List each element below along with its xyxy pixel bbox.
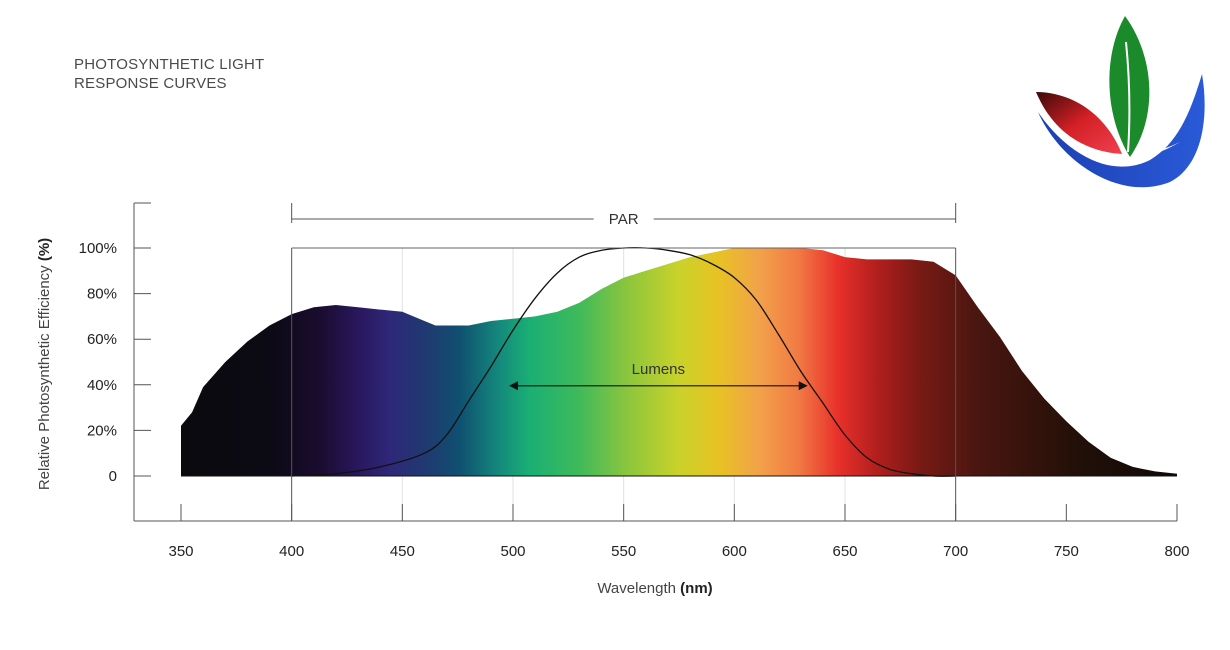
chart-title-line-2: RESPONSE CURVES xyxy=(74,75,227,92)
x-tick-label-400: 400 xyxy=(279,543,304,560)
leaf-logo xyxy=(1036,16,1205,188)
y-tick-label-20: 20% xyxy=(87,422,117,439)
x-tick-label-650: 650 xyxy=(832,543,857,560)
y-tick-label-80: 80% xyxy=(87,286,117,303)
x-axis-title-main: Wavelength xyxy=(597,580,680,597)
y-tick-label-100: 100% xyxy=(79,240,117,257)
y-tick-label-0: 0 xyxy=(109,468,117,485)
x-tick-label-800: 800 xyxy=(1164,543,1189,560)
y-axis-title-main: Relative Photosynthetic Efficiency xyxy=(36,261,53,490)
annotation-layer: PAR Lumens xyxy=(291,203,957,521)
y-axis-title-unit: (%) xyxy=(36,238,53,261)
x-tick-label-550: 550 xyxy=(611,543,636,560)
chart-title-line-1: PHOTOSYNTHETIC LIGHT xyxy=(74,56,265,73)
x-tick-label-600: 600 xyxy=(722,543,747,560)
x-tick-label-350: 350 xyxy=(168,543,193,560)
axes-layer xyxy=(133,202,1178,522)
area-layer xyxy=(181,247,1177,477)
x-tick-label-750: 750 xyxy=(1054,543,1079,560)
spectrum-area xyxy=(181,248,1177,476)
blue-swoosh-icon xyxy=(1038,74,1205,188)
x-axis-title: Wavelength (nm) xyxy=(597,580,712,597)
y-tick-label-40: 40% xyxy=(87,377,117,394)
lumens-label: Lumens xyxy=(632,361,685,378)
y-tick-label-60: 60% xyxy=(87,331,117,348)
par-label: PAR xyxy=(609,211,639,228)
x-tick-label-500: 500 xyxy=(500,543,525,560)
x-tick-label-450: 450 xyxy=(390,543,415,560)
lumens-arrow-right-head xyxy=(798,381,808,391)
x-axis-title-unit: (nm) xyxy=(680,580,713,597)
label-layer: 0 20% 40% 60% 80% 100% 350 400 450 500 550 600 650 70… xyxy=(36,238,1190,597)
lumens-curve xyxy=(291,247,956,477)
x-tick-label-700: 700 xyxy=(943,543,968,560)
y-axis-title: Relative Photosynthetic Efficiency (%) xyxy=(36,238,53,490)
red-leaf-icon xyxy=(1036,92,1122,154)
chart-title: PHOTOSYNTHETIC LIGHT RESPONSE CURVES xyxy=(74,55,264,93)
lumens-arrow-left-head xyxy=(508,381,518,391)
